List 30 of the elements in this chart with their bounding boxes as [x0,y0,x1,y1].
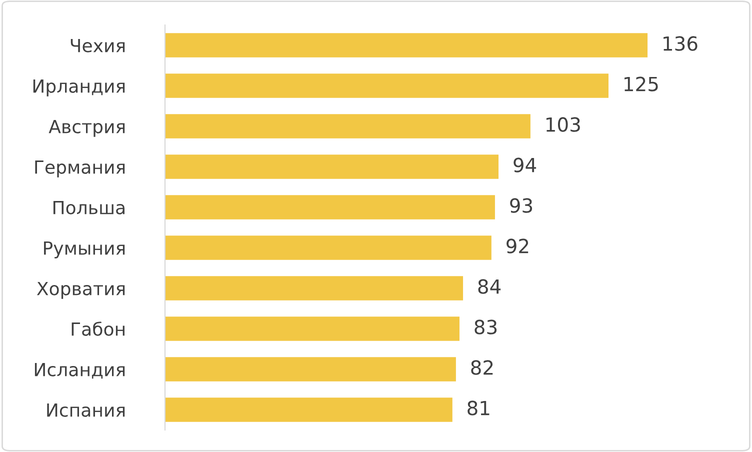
y-tick-label: Чехия [70,38,125,52]
y-tick-label: Исландия [34,362,125,379]
y-tick-label: Румыния [44,241,125,258]
y-tick-label: Германия [35,160,125,178]
data-label: 94 [514,158,536,172]
y-tick-label: Хорватия [36,282,125,299]
data-label: 125 [624,76,658,92]
bar [165,33,648,58]
bar [165,154,499,179]
data-label: 84 [478,279,501,294]
y-tick-label: Испания [47,403,125,417]
bar [165,114,530,138]
data-label: 92 [506,238,528,254]
y-tick-label: Польша [53,200,124,214]
data-label: 93 [510,198,532,213]
bar [165,195,495,220]
y-tick-label: Габон [72,322,124,336]
y-tick-label: Ирландия [33,79,125,96]
bar [165,398,452,422]
data-label: 103 [546,117,580,132]
bar [165,236,492,260]
data-label: 83 [474,320,497,334]
data-label: 82 [471,360,493,375]
data-label: 81 [468,400,490,416]
bar [165,74,609,98]
bar [165,357,456,382]
bar [165,316,460,341]
bar [165,276,464,300]
data-label: 136 [664,36,698,51]
y-tick-label: Австрия [48,120,125,137]
